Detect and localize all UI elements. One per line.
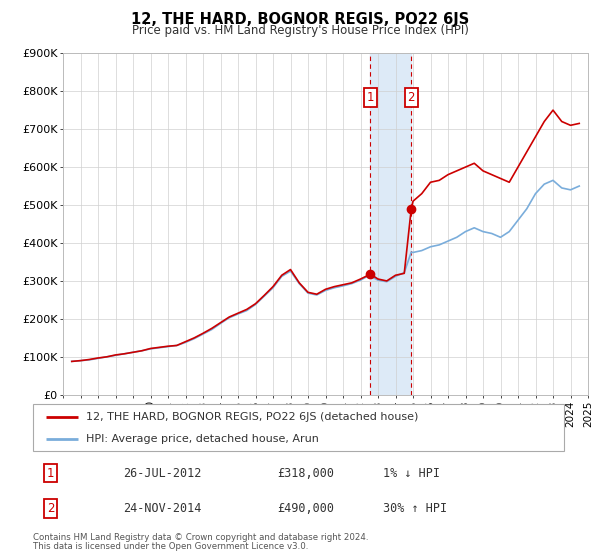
Text: 24-NOV-2014: 24-NOV-2014: [123, 502, 202, 515]
Text: 2: 2: [47, 502, 54, 515]
Text: Contains HM Land Registry data © Crown copyright and database right 2024.: Contains HM Land Registry data © Crown c…: [33, 533, 368, 542]
Text: 1% ↓ HPI: 1% ↓ HPI: [383, 466, 440, 479]
Text: £318,000: £318,000: [277, 466, 334, 479]
Text: 12, THE HARD, BOGNOR REGIS, PO22 6JS (detached house): 12, THE HARD, BOGNOR REGIS, PO22 6JS (de…: [86, 412, 418, 422]
Text: 2: 2: [407, 91, 415, 104]
Text: 1: 1: [367, 91, 374, 104]
Text: 30% ↑ HPI: 30% ↑ HPI: [383, 502, 448, 515]
Text: 1: 1: [47, 466, 54, 479]
Text: This data is licensed under the Open Government Licence v3.0.: This data is licensed under the Open Gov…: [33, 542, 308, 551]
Bar: [370, 53, 411, 395]
FancyBboxPatch shape: [33, 404, 564, 451]
Text: £490,000: £490,000: [277, 502, 334, 515]
Text: 12, THE HARD, BOGNOR REGIS, PO22 6JS: 12, THE HARD, BOGNOR REGIS, PO22 6JS: [131, 12, 469, 27]
Text: Price paid vs. HM Land Registry's House Price Index (HPI): Price paid vs. HM Land Registry's House …: [131, 24, 469, 37]
Text: 26-JUL-2012: 26-JUL-2012: [123, 466, 202, 479]
Text: HPI: Average price, detached house, Arun: HPI: Average price, detached house, Arun: [86, 434, 319, 444]
